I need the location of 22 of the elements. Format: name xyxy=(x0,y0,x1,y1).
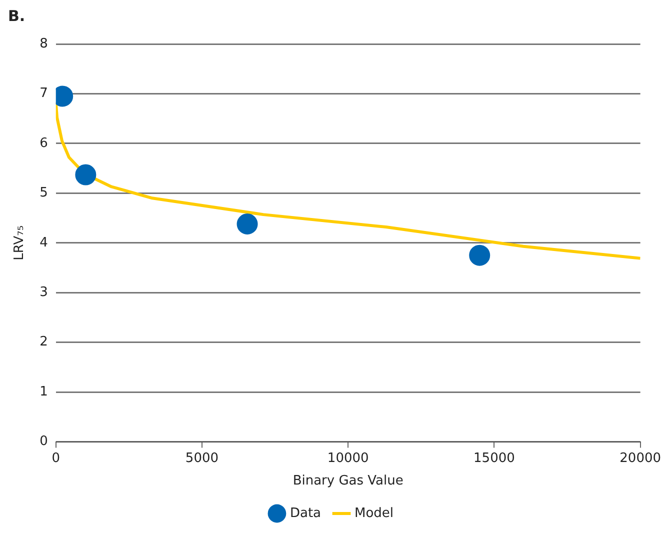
x-tick-label: 20000 xyxy=(620,450,661,466)
y-tick-label: 1 xyxy=(40,384,48,400)
point xyxy=(236,214,258,235)
legend-label: Model xyxy=(354,506,394,521)
y-tick-label: 5 xyxy=(40,186,48,201)
point xyxy=(469,244,490,266)
y-tick-label: 6 xyxy=(40,136,48,151)
y-tick-label: 8 xyxy=(40,36,48,52)
x-tick-label: 10000 xyxy=(327,450,369,466)
point xyxy=(75,164,96,186)
y-tick-label: 4 xyxy=(40,235,48,250)
y-tick-label: 7 xyxy=(40,86,48,102)
legend-label: Data xyxy=(290,506,322,521)
x-tick-label: 5000 xyxy=(185,450,219,466)
x-tick-label: 0 xyxy=(52,450,60,466)
x-axis-title: Binary Gas Value xyxy=(292,474,404,489)
y-tick-label: 0 xyxy=(40,434,48,450)
y-axis-title: LRV₇₅ xyxy=(12,225,28,260)
y-tick-label: 3 xyxy=(40,285,48,300)
x-tick-label: 15000 xyxy=(474,450,515,466)
chart-title: B. xyxy=(8,6,26,25)
y-tick-label: 2 xyxy=(40,334,48,350)
